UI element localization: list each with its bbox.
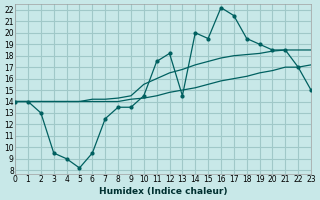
X-axis label: Humidex (Indice chaleur): Humidex (Indice chaleur) — [99, 187, 227, 196]
